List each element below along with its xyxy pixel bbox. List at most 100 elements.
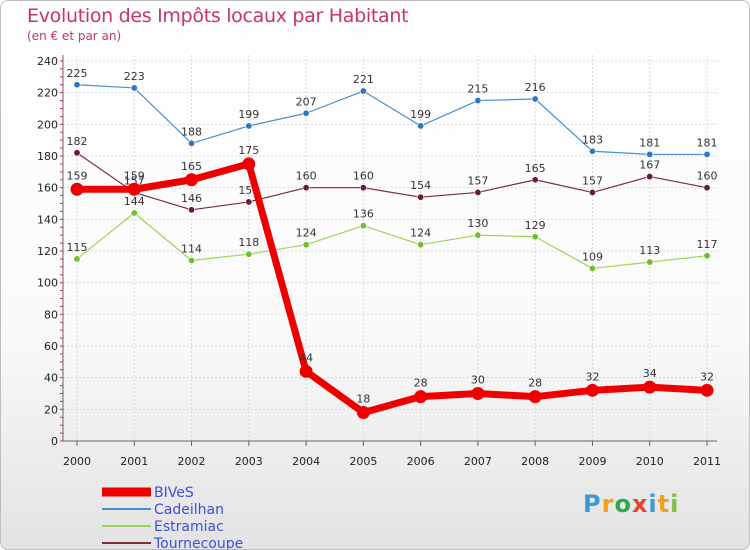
data-point-cadeilhan bbox=[703, 150, 711, 158]
y-tick-label: 80 bbox=[44, 308, 58, 321]
data-point-bives bbox=[700, 383, 714, 397]
x-tick-label: 2010 bbox=[636, 455, 664, 468]
data-label-estramiac: 129 bbox=[525, 219, 546, 232]
data-point-cadeilhan bbox=[188, 139, 196, 147]
logo-letter: x bbox=[631, 490, 649, 518]
data-label-bives: 18 bbox=[356, 393, 370, 406]
data-point-cadeilhan bbox=[588, 147, 596, 155]
data-point-estramiac bbox=[130, 209, 138, 217]
y-tick-label: 0 bbox=[51, 435, 58, 448]
x-tick-label: 2008 bbox=[521, 455, 549, 468]
data-point-tournecoupe bbox=[474, 188, 482, 196]
y-tick-label: 120 bbox=[37, 245, 58, 258]
x-tick-label: 2007 bbox=[464, 455, 492, 468]
data-label-bives: 44 bbox=[299, 351, 313, 364]
data-label-estramiac: 136 bbox=[353, 208, 374, 221]
data-point-tournecoupe bbox=[703, 184, 711, 192]
data-point-tournecoupe bbox=[302, 184, 310, 192]
data-label-tournecoupe: 160 bbox=[697, 170, 718, 183]
series-line-bives bbox=[73, 160, 711, 416]
data-label-cadeilhan: 183 bbox=[582, 133, 603, 146]
data-point-tournecoupe bbox=[646, 173, 654, 181]
x-tick-label: 2011 bbox=[693, 455, 721, 468]
logo-letter: i bbox=[648, 490, 658, 518]
data-label-tournecoupe: 157 bbox=[124, 174, 145, 187]
x-tick-label: 2005 bbox=[349, 455, 377, 468]
chart-subtitle: (en € et par an) bbox=[27, 29, 122, 43]
data-point-cadeilhan bbox=[417, 122, 425, 130]
data-label-tournecoupe: 182 bbox=[67, 135, 88, 148]
x-tick-label: 2009 bbox=[578, 455, 606, 468]
data-label-estramiac: 115 bbox=[67, 241, 88, 254]
legend-label-bives: BIVeS bbox=[154, 485, 194, 501]
y-tick-label: 100 bbox=[37, 277, 58, 290]
data-label-cadeilhan: 216 bbox=[525, 81, 546, 94]
data-label-tournecoupe: 146 bbox=[181, 192, 202, 205]
data-point-estramiac bbox=[359, 222, 367, 230]
y-tick-label: 240 bbox=[37, 55, 58, 68]
data-label-cadeilhan: 181 bbox=[697, 136, 718, 149]
data-point-estramiac bbox=[531, 233, 539, 241]
data-label-bives: 165 bbox=[181, 160, 202, 173]
data-label-tournecoupe: 167 bbox=[639, 159, 660, 172]
data-label-estramiac: 124 bbox=[410, 227, 431, 240]
series-line-tournecoupe bbox=[76, 152, 708, 211]
data-point-tournecoupe bbox=[417, 193, 425, 201]
data-point-estramiac bbox=[588, 264, 596, 272]
data-label-bives: 159 bbox=[67, 169, 88, 182]
data-label-tournecoupe: 154 bbox=[410, 179, 431, 192]
data-label-tournecoupe: 160 bbox=[296, 170, 317, 183]
data-point-bives bbox=[242, 157, 256, 171]
data-label-bives: 30 bbox=[471, 374, 485, 387]
data-label-cadeilhan: 207 bbox=[296, 95, 317, 108]
data-label-cadeilhan: 199 bbox=[410, 108, 431, 121]
data-point-tournecoupe bbox=[188, 206, 196, 214]
data-label-estramiac: 117 bbox=[697, 238, 718, 251]
chart-title: Evolution des Impôts locaux par Habitant bbox=[27, 5, 409, 27]
x-tick-label: 2003 bbox=[235, 455, 263, 468]
data-label-cadeilhan: 223 bbox=[124, 70, 145, 83]
series-line-estramiac bbox=[76, 212, 708, 270]
data-point-estramiac bbox=[73, 255, 81, 263]
data-label-cadeilhan: 199 bbox=[238, 108, 259, 121]
data-label-bives: 32 bbox=[700, 370, 714, 383]
data-label-bives: 159 bbox=[124, 169, 145, 182]
legend-label-cadeilhan: Cadeilhan bbox=[154, 502, 224, 518]
data-label-bives: 175 bbox=[238, 144, 259, 157]
y-tick-label: 180 bbox=[37, 150, 58, 163]
x-tick-label: 2001 bbox=[120, 455, 148, 468]
y-tick-label: 220 bbox=[37, 87, 58, 100]
data-point-bives bbox=[585, 383, 599, 397]
x-tick-label: 2000 bbox=[63, 455, 91, 468]
data-point-bives bbox=[185, 173, 199, 187]
data-label-cadeilhan: 225 bbox=[67, 67, 88, 80]
data-label-tournecoupe: 157 bbox=[582, 174, 603, 187]
data-label-tournecoupe: 160 bbox=[353, 170, 374, 183]
data-point-estramiac bbox=[302, 241, 310, 249]
x-tick-label: 2004 bbox=[292, 455, 320, 468]
data-point-bives bbox=[643, 380, 657, 394]
data-label-estramiac: 114 bbox=[181, 243, 202, 256]
data-point-estramiac bbox=[188, 256, 196, 264]
data-point-cadeilhan bbox=[302, 109, 310, 117]
data-point-cadeilhan bbox=[359, 87, 367, 95]
data-label-cadeilhan: 221 bbox=[353, 73, 374, 86]
logo-letter: r bbox=[601, 490, 615, 518]
data-point-cadeilhan bbox=[130, 84, 138, 92]
logo-letter: i bbox=[670, 490, 680, 518]
data-point-tournecoupe bbox=[245, 198, 253, 206]
data-point-tournecoupe bbox=[359, 184, 367, 192]
data-point-bives bbox=[70, 182, 84, 196]
data-point-cadeilhan bbox=[73, 81, 81, 89]
data-point-cadeilhan bbox=[474, 97, 482, 105]
data-label-cadeilhan: 215 bbox=[467, 83, 488, 96]
data-label-estramiac: 124 bbox=[296, 227, 317, 240]
data-point-bives bbox=[299, 364, 313, 378]
data-point-tournecoupe bbox=[73, 149, 81, 157]
data-label-estramiac: 109 bbox=[582, 250, 603, 263]
x-tick-label: 2002 bbox=[178, 455, 206, 468]
data-label-estramiac: 144 bbox=[124, 195, 145, 208]
logo-letter: P bbox=[583, 490, 602, 518]
